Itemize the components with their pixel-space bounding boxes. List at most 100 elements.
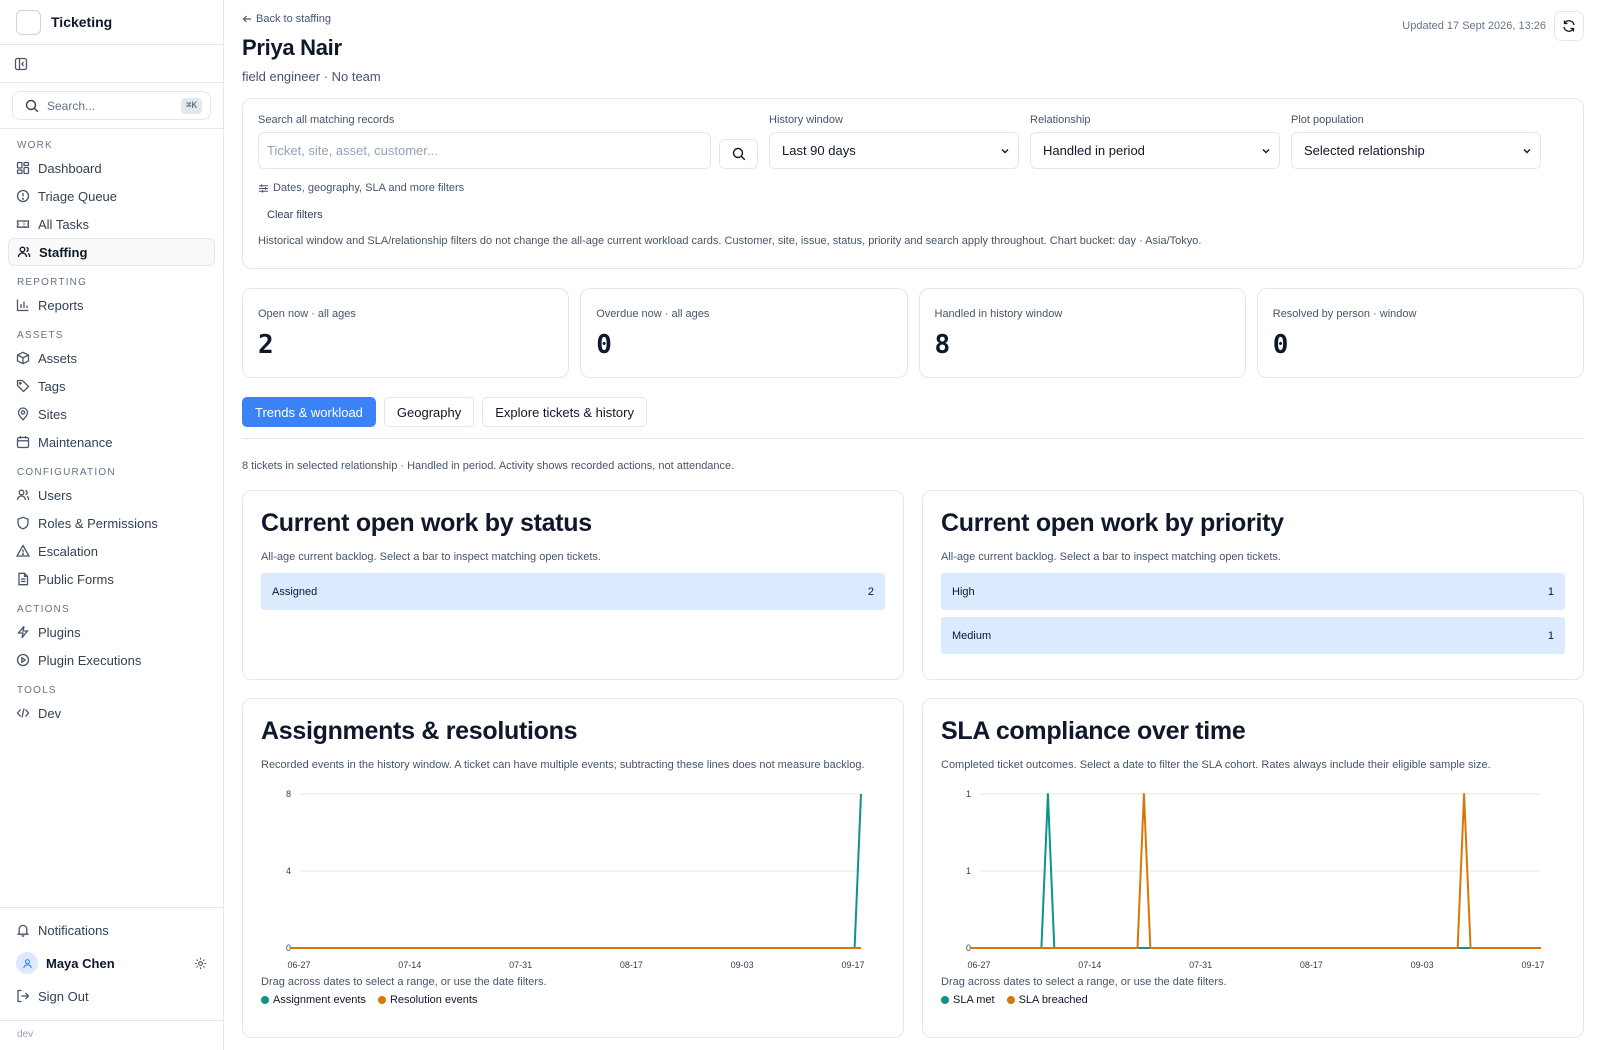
records-search-input[interactable]: Ticket, site, asset, customer... [258, 132, 711, 169]
relationship-select[interactable]: Handled in period [1030, 132, 1280, 169]
kpi-value: 0 [596, 330, 612, 360]
legend-sla-met[interactable]: SLA met [941, 994, 995, 1006]
plot-population-value: Selected relationship [1304, 143, 1425, 158]
sidebar-item-plugin-executions[interactable]: Plugin Executions [8, 646, 215, 674]
sidebar-item-assets[interactable]: Assets [8, 344, 215, 372]
sidebar-search-input[interactable]: Search... ⌘K [12, 91, 211, 120]
notifications-label: Notifications [38, 922, 109, 938]
sidebar-item-dashboard[interactable]: Dashboard [8, 154, 215, 182]
legend-dot [377, 996, 386, 1004]
box-icon [16, 351, 30, 365]
sidebar-footer: Notifications Maya Chen Sign Out dev [0, 907, 223, 1050]
more-filters-toggle[interactable]: Dates, geography, SLA and more filters [258, 182, 1568, 194]
back-link[interactable]: Back to staffing [242, 13, 331, 25]
clear-filters-button[interactable]: Clear filters [267, 209, 323, 221]
sidebar-item-label: Maintenance [38, 434, 113, 450]
sidebar-item-reports[interactable]: Reports [8, 291, 215, 319]
assignments-chart[interactable]: 0 4 8 06-27 07-14 07-31 08-17 09-03 09-17 [261, 786, 871, 976]
app-title: Ticketing [51, 14, 113, 30]
legend-resolution[interactable]: Resolution events [377, 994, 478, 1006]
sidebar-item-tags[interactable]: Tags [8, 372, 215, 400]
y-tick-label: 1 [966, 866, 971, 876]
x-tick-label: 09-03 [731, 960, 754, 970]
kpi-open-now: Open now · all ages 2 [242, 288, 570, 378]
play-circle-icon [16, 653, 30, 667]
sidebar-item-public-forms[interactable]: Public Forms [8, 565, 215, 593]
plot-population-select[interactable]: Selected relationship [1291, 132, 1541, 169]
tab-geography[interactable]: Geography [383, 397, 475, 427]
kpi-label: Handled in history window [934, 308, 1063, 320]
relationship-field: Relationship Handled in period [1030, 114, 1280, 169]
legend-label: SLA breached [1018, 994, 1088, 1006]
priority-bar-high[interactable]: High 1 [941, 573, 1565, 610]
brand[interactable]: Ticketing [0, 0, 223, 45]
sidebar-item-staffing[interactable]: Staffing [8, 238, 215, 266]
sidebar-item-escalation[interactable]: Escalation [8, 537, 215, 565]
sidebar-item-sites[interactable]: Sites [8, 400, 215, 428]
sidebar-item-roles-permissions[interactable]: Roles & Permissions [8, 509, 215, 537]
sidebar-item-label: Staffing [39, 244, 88, 260]
bar-value: 1 [1547, 629, 1554, 642]
nav-section-configuration: CONFIGURATION [17, 467, 116, 478]
map-pin-icon [17, 407, 29, 421]
notifications-link[interactable]: Notifications [8, 916, 215, 944]
bar-label: Assigned [272, 585, 318, 598]
search-icon [732, 147, 745, 161]
legend-label: Assignment events [273, 994, 366, 1006]
status-bar-assigned[interactable]: Assigned 2 [261, 573, 885, 610]
legend-dot [1006, 996, 1015, 1004]
refresh-button[interactable] [1554, 11, 1584, 41]
collapse-sidebar-button[interactable] [0, 45, 223, 83]
series-line [971, 793, 1541, 949]
gear-icon[interactable] [194, 957, 207, 970]
relationship-label: Relationship [1030, 114, 1091, 126]
priority-card: Current open work by priority All-age cu… [922, 490, 1584, 680]
x-tick-label: 07-14 [398, 960, 421, 970]
card-subtitle: All-age current backlog. Select a bar to… [941, 551, 1281, 563]
sidebar-item-label: Public Forms [38, 571, 114, 587]
legend-assignment[interactable]: Assignment events [261, 994, 366, 1006]
sidebar-item-label: Tags [38, 378, 66, 394]
sidebar-item-label: Triage Queue [38, 188, 118, 204]
sidebar-item-label: Assets [38, 350, 78, 366]
kpi-label: Open now · all ages [258, 308, 356, 320]
filter-note: Historical window and SLA/relationship f… [258, 235, 1202, 247]
zap-icon [17, 625, 29, 639]
dashboard-icon [16, 161, 30, 175]
search-shortcut: ⌘K [181, 97, 202, 114]
sidebar-item-dev[interactable]: Dev [8, 699, 215, 727]
chevron-down-icon [1001, 148, 1009, 153]
nav-section-assets: ASSETS [17, 330, 64, 341]
page-title: Priya Nair [242, 35, 342, 60]
main-content: Back to staffing Priya Nair field engine… [224, 0, 1600, 1050]
code-icon [16, 708, 30, 718]
kpi-row: Open now · all ages 2 Overdue now · all … [242, 288, 1584, 378]
relationship-value: Handled in period [1043, 143, 1145, 158]
priority-bar-medium[interactable]: Medium 1 [941, 617, 1565, 654]
sidebar-toggle-icon [14, 57, 28, 70]
kpi-value: 2 [258, 330, 274, 360]
sidebar-item-triage-queue[interactable]: Triage Queue [8, 182, 215, 210]
sla-chart[interactable]: 0 1 1 06-27 07-14 07-31 08-17 09-03 09-17 [941, 786, 1551, 976]
legend-sla-breached[interactable]: SLA breached [1006, 994, 1088, 1006]
legend-label: Resolution events [389, 994, 478, 1006]
sidebar-item-all-tasks[interactable]: All Tasks [8, 210, 215, 238]
user-menu[interactable]: Maya Chen [8, 948, 215, 978]
history-window-field: History window Last 90 days [769, 114, 1019, 169]
sidebar-item-maintenance[interactable]: Maintenance [8, 428, 215, 456]
tab-trends-workload[interactable]: Trends & workload [242, 397, 376, 427]
sidebar-item-plugins[interactable]: Plugins [8, 618, 215, 646]
updated-text: Updated 17 Sept 2026, 13:26 [1402, 20, 1546, 32]
filter-panel: Search all matching records Ticket, site… [242, 98, 1584, 269]
sign-out-link[interactable]: Sign Out [8, 982, 215, 1010]
card-subtitle: Recorded events in the history window. A… [261, 759, 865, 771]
history-window-select[interactable]: Last 90 days [769, 132, 1019, 169]
sign-out-label: Sign Out [38, 988, 89, 1004]
tab-explore-tickets-history[interactable]: Explore tickets & history [482, 397, 647, 427]
x-tick-label: 08-17 [1300, 960, 1323, 970]
kpi-overdue-now: Overdue now · all ages 0 [580, 288, 908, 378]
sidebar-item-label: Escalation [38, 543, 98, 559]
sidebar-item-users[interactable]: Users [8, 481, 215, 509]
nav-section-tools: TOOLS [17, 685, 57, 696]
search-submit-button[interactable] [719, 139, 758, 169]
